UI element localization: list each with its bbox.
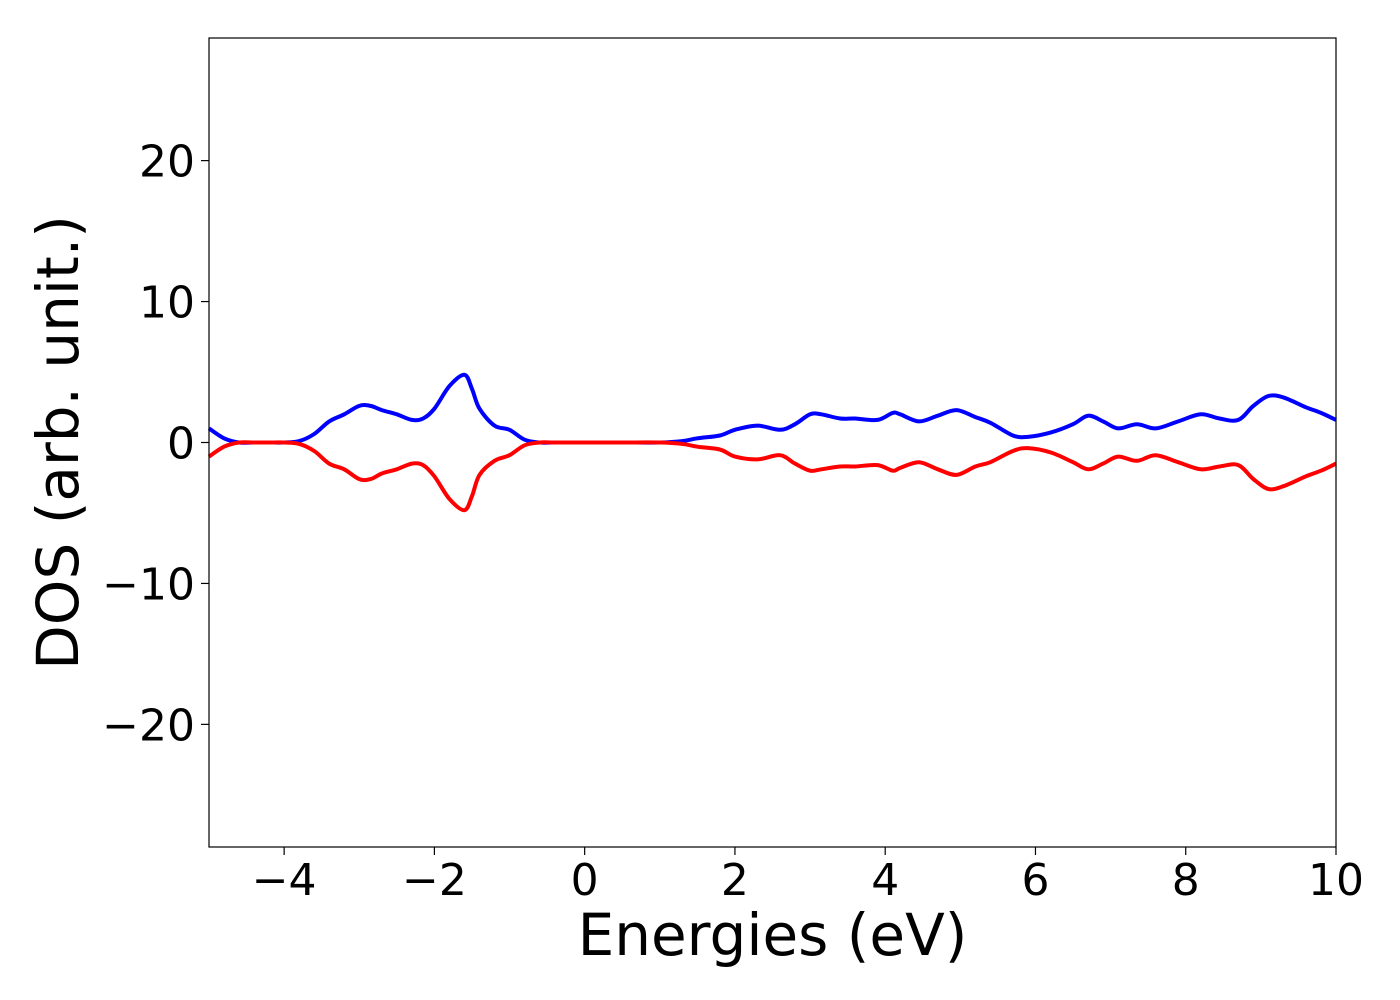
- series-line-2: [207, 440, 1337, 513]
- y-tick-label: 10: [139, 278, 195, 329]
- x-tick-label: −4: [252, 855, 317, 906]
- x-tick-label: 6: [1021, 855, 1049, 906]
- x-tick-label: 0: [571, 855, 599, 906]
- x-axis-title: Energies (eV): [578, 901, 968, 969]
- x-tick-label: 10: [1308, 855, 1364, 906]
- series-line-1: [207, 372, 1337, 445]
- x-tick-label: 4: [871, 855, 899, 906]
- y-tick-label: 20: [139, 137, 195, 188]
- x-tick-label: 8: [1172, 855, 1200, 906]
- x-tick-label: 2: [721, 855, 749, 906]
- y-axis: −20 −10 0 10 20: [102, 137, 209, 751]
- series-layer: [207, 372, 1337, 513]
- y-tick-label: −10: [102, 559, 195, 610]
- x-axis: −4 −2 0 2 4 6 8 10: [252, 847, 1364, 906]
- x-tick-label: −2: [402, 855, 467, 906]
- y-tick-label: −20: [102, 700, 195, 751]
- y-tick-label: 0: [167, 419, 195, 470]
- y-axis-title: DOS (arb. unit.): [24, 215, 92, 670]
